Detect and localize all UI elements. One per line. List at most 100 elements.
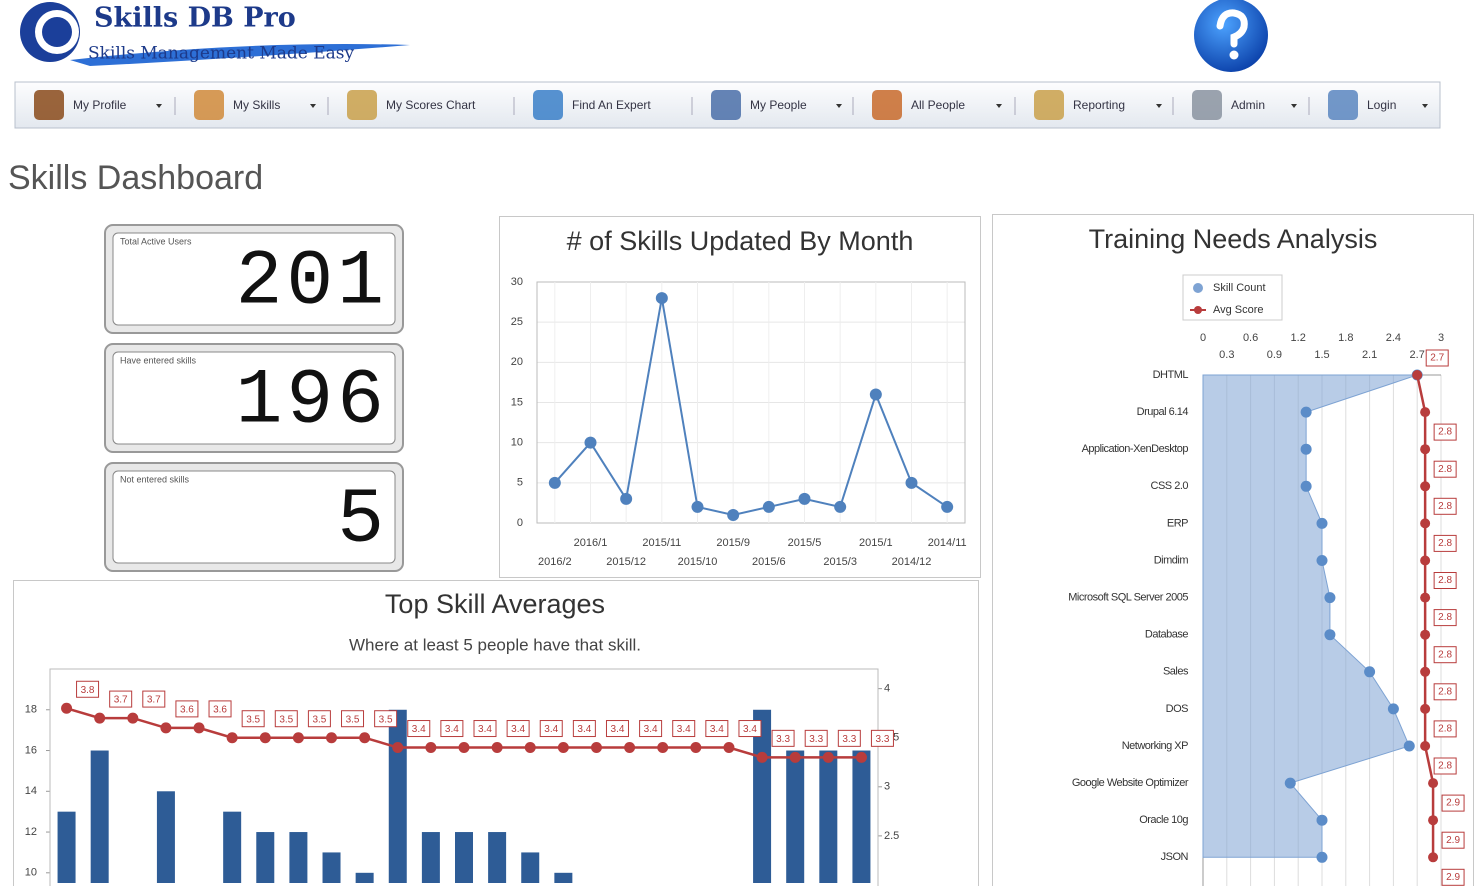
nav-item[interactable]: Reporting bbox=[1034, 90, 1162, 120]
point bbox=[834, 500, 847, 513]
point bbox=[590, 742, 602, 754]
data-label: 2.8 bbox=[1438, 686, 1452, 697]
data-label-box bbox=[1433, 757, 1457, 775]
y-tick-label: 25 bbox=[511, 316, 523, 328]
point bbox=[1364, 666, 1376, 678]
y-tick-label: 5 bbox=[517, 477, 523, 489]
point bbox=[690, 742, 702, 754]
counter-screen bbox=[112, 470, 396, 564]
x-tick-label: 0.6 bbox=[1243, 332, 1258, 344]
nav-label: My People bbox=[750, 98, 807, 112]
nav-icon bbox=[533, 90, 563, 120]
data-label-box bbox=[870, 729, 894, 747]
bar bbox=[521, 852, 540, 883]
x-tick-label: 2016/2 bbox=[538, 556, 572, 568]
data-label-box bbox=[440, 720, 464, 738]
point bbox=[1420, 666, 1431, 677]
y-tick-label: 15 bbox=[511, 396, 523, 408]
logo[interactable]: Skills DB Pro Skills Management Made Eas… bbox=[20, 2, 410, 66]
nav-item[interactable]: Login bbox=[1328, 90, 1428, 120]
nav-item[interactable]: Find An Expert bbox=[533, 90, 651, 120]
data-label: 3.5 bbox=[279, 714, 293, 725]
data-label-box bbox=[109, 690, 133, 708]
dropdown-arrow bbox=[310, 104, 316, 108]
nav-item[interactable]: My Skills bbox=[194, 90, 316, 120]
data-label: 3.7 bbox=[147, 695, 161, 706]
nav-item[interactable]: Admin bbox=[1192, 90, 1297, 120]
dropdown-arrow bbox=[1291, 104, 1297, 108]
point bbox=[548, 476, 561, 489]
x-tick-label: 2015/5 bbox=[788, 537, 822, 549]
data-label: 2.7 bbox=[1430, 353, 1444, 364]
point bbox=[1428, 778, 1439, 789]
data-label-box bbox=[473, 720, 497, 738]
x-tick-label: 1.5 bbox=[1314, 349, 1329, 361]
app-title: Skills DB Pro bbox=[94, 3, 296, 34]
nav-item[interactable]: My Profile bbox=[34, 90, 162, 120]
data-label-box bbox=[1441, 831, 1465, 849]
x-tick-label: 2016/1 bbox=[574, 537, 608, 549]
y-tick-label: 16 bbox=[25, 744, 37, 756]
data-label-box bbox=[1433, 497, 1457, 515]
data-label: 3.3 bbox=[875, 734, 889, 745]
data-label: 3.6 bbox=[213, 705, 227, 716]
nav-icon bbox=[1192, 90, 1222, 120]
x-tick-label: 2015/9 bbox=[716, 537, 750, 549]
nav-label: All People bbox=[911, 98, 965, 112]
bar bbox=[322, 852, 341, 883]
x-tick-label: 1.8 bbox=[1338, 332, 1353, 344]
data-label: 3.5 bbox=[312, 714, 326, 725]
dropdown-arrow bbox=[996, 104, 1002, 108]
x-tick-label: 0.9 bbox=[1267, 349, 1282, 361]
x-tick-label: 0 bbox=[1200, 332, 1206, 344]
point bbox=[1316, 851, 1328, 863]
data-label: 3.4 bbox=[478, 724, 492, 735]
point bbox=[1420, 592, 1431, 603]
data-label-box bbox=[837, 729, 861, 747]
y-tick-label: Drupal 6.14 bbox=[1137, 406, 1189, 418]
data-label-box bbox=[1433, 609, 1457, 627]
nav-label: My Profile bbox=[73, 98, 127, 112]
data-label-box bbox=[1433, 460, 1457, 478]
nav-icon bbox=[1034, 90, 1064, 120]
data-label: 3.4 bbox=[511, 724, 525, 735]
x-tick-label: 2.7 bbox=[1410, 349, 1425, 361]
data-label: 3.4 bbox=[611, 724, 625, 735]
point bbox=[292, 732, 304, 744]
x-tick-label: 1.2 bbox=[1291, 332, 1306, 344]
data-label: 2.9 bbox=[1446, 872, 1460, 883]
data-label: 3.3 bbox=[842, 734, 856, 745]
data-label: 3.4 bbox=[412, 724, 426, 735]
data-label: 3.4 bbox=[644, 724, 658, 735]
data-label: 3.4 bbox=[743, 724, 757, 735]
point bbox=[1420, 518, 1431, 529]
data-label-box bbox=[307, 710, 331, 728]
bar bbox=[786, 750, 805, 883]
point bbox=[941, 500, 954, 513]
nav-item[interactable]: All People bbox=[872, 90, 1002, 120]
data-label: 3.3 bbox=[809, 734, 823, 745]
point bbox=[1387, 703, 1399, 715]
dropdown-arrow bbox=[836, 104, 842, 108]
point bbox=[1300, 480, 1312, 492]
point bbox=[425, 742, 437, 754]
x-tick-label: 2015/10 bbox=[678, 556, 718, 568]
plot-frame bbox=[49, 668, 879, 886]
legend-swatch bbox=[1193, 283, 1203, 293]
point bbox=[1403, 740, 1415, 752]
nav-item[interactable]: My People bbox=[711, 90, 842, 120]
help-button[interactable] bbox=[1194, 0, 1268, 72]
x-tick-label: 2014/12 bbox=[892, 556, 932, 568]
line bbox=[554, 297, 948, 516]
counter-screen bbox=[112, 351, 396, 445]
data-label-box bbox=[175, 700, 199, 718]
x-tick-label: 2015/3 bbox=[823, 556, 857, 568]
bar bbox=[90, 750, 109, 883]
bar bbox=[388, 709, 407, 883]
y-tick-label: 14 bbox=[25, 785, 37, 797]
point bbox=[620, 492, 633, 505]
point bbox=[491, 742, 503, 754]
nav-item[interactable]: My Scores Chart bbox=[347, 90, 476, 120]
y-tick-label: 20 bbox=[511, 356, 523, 368]
